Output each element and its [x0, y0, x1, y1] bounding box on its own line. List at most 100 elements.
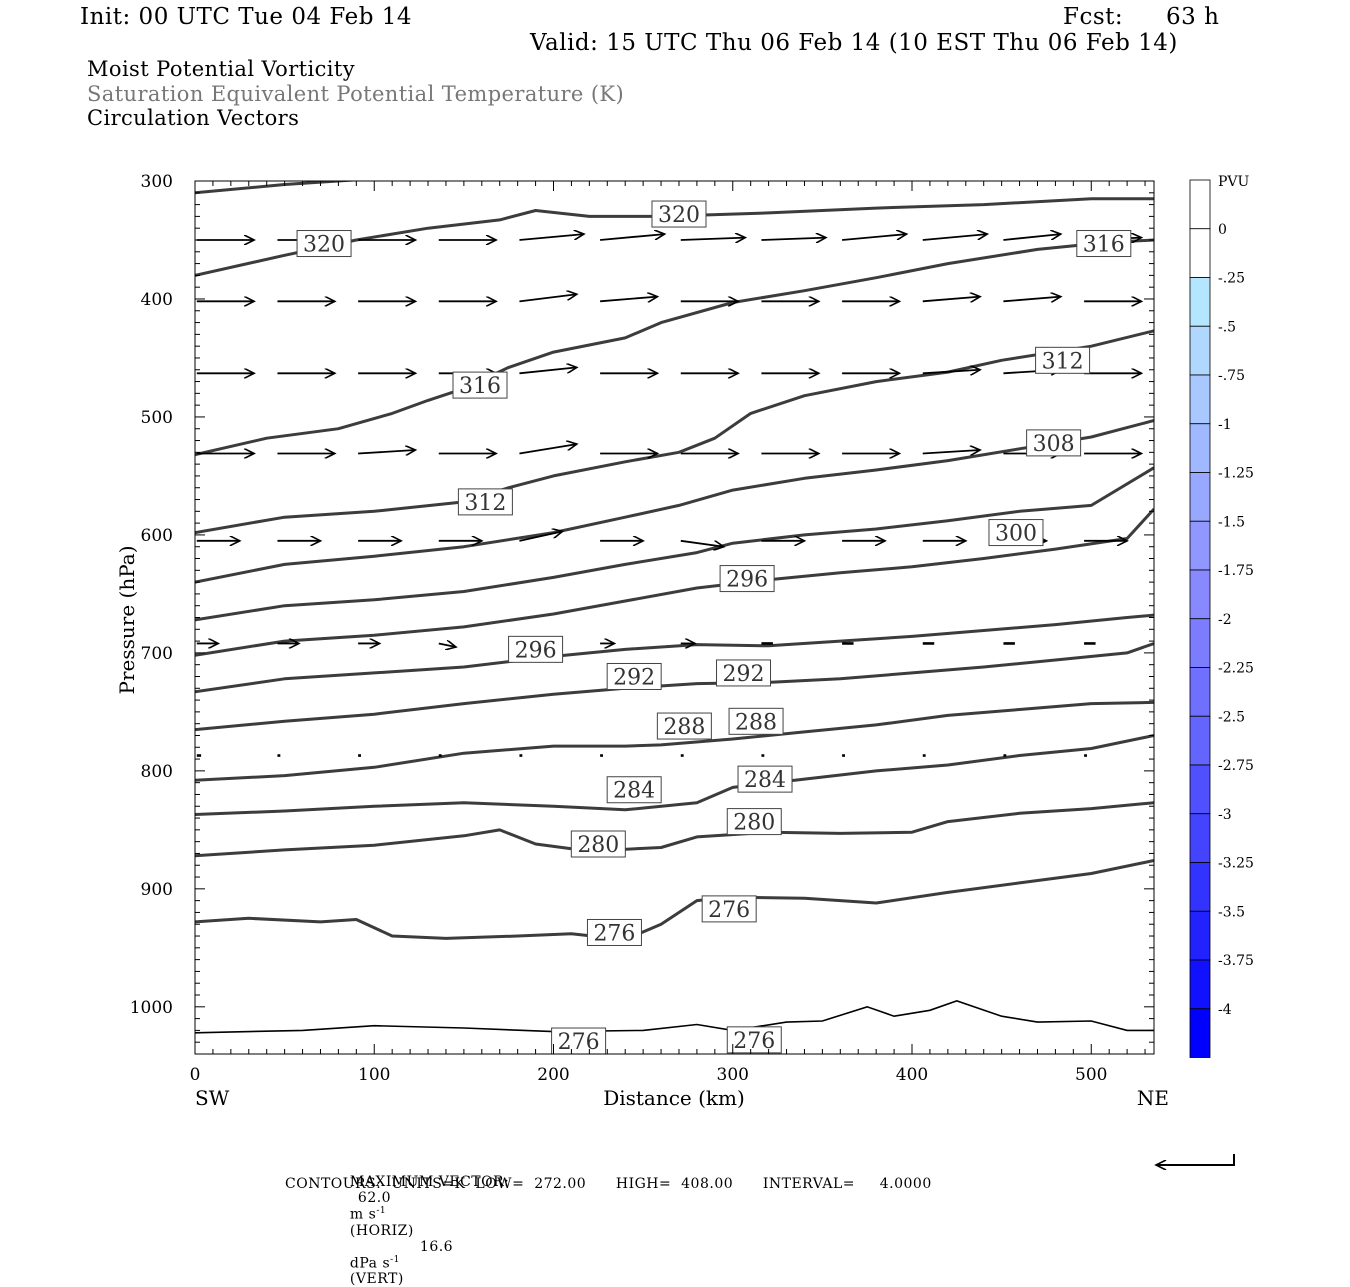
contour-label-text: 288	[663, 715, 705, 740]
contour-label-box	[988, 519, 1044, 547]
circulation-vector	[922, 297, 980, 302]
colorbar-segment	[1189, 959, 1211, 1010]
contour-info: CONTOURS: UNITS=K LOW= 272.00 HIGH= 408.…	[285, 1176, 932, 1192]
max-vector-label: MAXIMUM VECTOR:	[349, 1174, 510, 1190]
contour-label: 276	[701, 895, 757, 923]
mpv-region	[1134, 881, 1146, 915]
contour-label-box	[701, 895, 757, 923]
mpv-region	[770, 855, 785, 875]
theta-e-contour	[195, 197, 1154, 277]
colorbar-segment	[1189, 667, 1211, 717]
colorbar-segment	[1189, 813, 1211, 863]
contour-label-box	[586, 918, 642, 946]
contour-label-text: 276	[558, 1030, 600, 1055]
colorbar-segment	[1189, 1008, 1211, 1058]
colorbar-level-label: -.75	[1218, 368, 1245, 384]
colorbar-level-label: -1.25	[1218, 466, 1254, 482]
max-horiz-tag: (HORIZ)	[349, 1222, 414, 1239]
colorbar-level-label: 0	[1218, 222, 1227, 238]
mpv-region	[211, 1007, 233, 1032]
contour-label: 312	[1035, 346, 1091, 374]
contour-label-box	[1076, 230, 1132, 258]
contour-label: 292	[716, 659, 772, 687]
theta-e-contour	[195, 700, 1154, 782]
y-tick-label: 300	[141, 172, 173, 192]
max-vert-value: 16.6	[419, 1238, 454, 1255]
contour-label-box	[651, 200, 707, 228]
contour-label: 296	[508, 635, 564, 663]
field-title-vectors: Circulation Vectors	[87, 106, 300, 130]
contour-label-box	[551, 1027, 607, 1055]
mpv-region	[333, 1009, 434, 1029]
reference-vector-arrow	[1156, 1154, 1235, 1165]
contour-label: 284	[737, 765, 793, 793]
contour-label-box	[726, 808, 782, 836]
contour-label-text: 296	[515, 638, 557, 663]
contour-label-box	[1026, 429, 1082, 457]
circulation-vector	[680, 539, 724, 547]
contour-label: 284	[606, 776, 662, 804]
contour-label-text: 292	[613, 665, 655, 690]
contour-label-box	[728, 707, 784, 735]
x-axis-title: Distance (km)	[603, 1086, 745, 1110]
contour-label-text: 288	[735, 710, 777, 735]
contour-label-text: 320	[303, 233, 345, 258]
y-tick-label: 400	[141, 290, 173, 310]
contour-label: 316	[1076, 230, 1132, 258]
contour-label: 320	[651, 200, 707, 228]
circulation-vector	[922, 234, 988, 241]
colorbar-title: PVU	[1218, 174, 1250, 190]
init-time: Init: 00 UTC Tue 04 Feb 14	[80, 4, 413, 30]
contour-label: 288	[656, 712, 712, 740]
circulation-vector	[519, 367, 576, 375]
circulation-vector	[519, 234, 584, 241]
colorbar-segment	[1189, 910, 1211, 961]
y-tick-label: 900	[141, 880, 173, 900]
contour-label: 288	[728, 707, 784, 735]
horiz-exponent: -1	[376, 1206, 387, 1216]
colorbar-level-label: -2.5	[1218, 709, 1245, 725]
contour-label-text: 296	[726, 568, 768, 593]
circulation-vector	[600, 297, 657, 302]
contour-label-text: 280	[733, 811, 775, 836]
surface-line	[195, 1000, 1154, 1034]
vert-exponent: -1	[390, 1254, 400, 1265]
x-tick-label: 300	[717, 1065, 749, 1085]
theta-e-contour	[195, 734, 1154, 816]
contour-label: 308	[1026, 429, 1082, 457]
y-tick-label: 500	[141, 408, 173, 428]
theta-e-contour	[195, 859, 1154, 942]
colorbar-level-label: -1	[1218, 417, 1232, 433]
contour-label-box	[719, 565, 775, 593]
circulation-vector	[519, 294, 576, 303]
colorbar-segment	[1189, 179, 1211, 230]
contour-label-box	[716, 659, 772, 687]
contour-label-text: 320	[658, 203, 700, 228]
contour-label: 276	[551, 1027, 607, 1055]
colorbar-level-label: -2	[1218, 612, 1232, 628]
valid-time: Valid: 15 UTC Thu 06 Feb 14 (10 EST Thu …	[530, 30, 1178, 56]
colorbar-level-label: -.5	[1218, 319, 1236, 335]
colorbar-level-label: -4	[1218, 1002, 1232, 1018]
contour-label: 316	[452, 371, 508, 399]
y-tick-label: 600	[141, 526, 173, 546]
theta-e-contour	[195, 419, 1154, 584]
colorbar-level-label: -1.5	[1218, 514, 1245, 530]
contour-label-text: 312	[1042, 349, 1084, 374]
y-tick-label: 700	[141, 644, 173, 664]
colorbar-segment	[1189, 618, 1211, 668]
contour-label-box	[452, 371, 508, 399]
plot-frame	[194, 180, 1155, 1055]
contour-label-text: 316	[1083, 233, 1125, 258]
contour-label: 292	[606, 662, 662, 690]
contour-label-text: 300	[995, 522, 1037, 547]
contour-label-box	[1035, 346, 1091, 374]
circulation-vector	[1003, 234, 1060, 241]
contour-label-box	[570, 830, 626, 858]
theta-e-contour	[195, 613, 1154, 694]
colorbar-level-label: -3.5	[1218, 904, 1245, 920]
contour-label: 312	[457, 488, 513, 516]
max-vert-tag: (VERT)	[349, 1271, 404, 1287]
x-end-right-label: NE	[1137, 1086, 1169, 1110]
contour-label: 320	[296, 230, 352, 258]
